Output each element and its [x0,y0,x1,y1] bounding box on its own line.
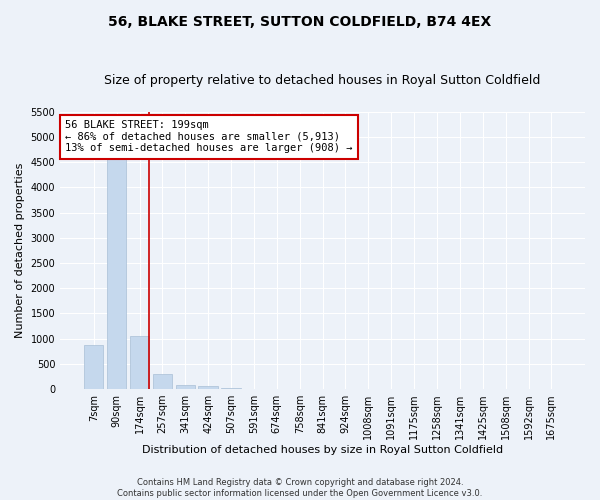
Bar [130,336,149,389]
Bar [176,386,195,389]
Text: 56 BLAKE STREET: 199sqm
← 86% of detached houses are smaller (5,913)
13% of semi: 56 BLAKE STREET: 199sqm ← 86% of detache… [65,120,353,154]
Bar [199,386,218,389]
X-axis label: Distribution of detached houses by size in Royal Sutton Coldfield: Distribution of detached houses by size … [142,445,503,455]
Y-axis label: Number of detached properties: Number of detached properties [15,162,25,338]
Bar [107,156,127,389]
Text: Contains HM Land Registry data © Crown copyright and database right 2024.
Contai: Contains HM Land Registry data © Crown c… [118,478,482,498]
Bar [84,345,103,389]
Bar [152,374,172,389]
Text: 56, BLAKE STREET, SUTTON COLDFIELD, B74 4EX: 56, BLAKE STREET, SUTTON COLDFIELD, B74 … [109,15,491,29]
Title: Size of property relative to detached houses in Royal Sutton Coldfield: Size of property relative to detached ho… [104,74,541,87]
Bar [221,388,241,389]
Bar [244,388,263,389]
